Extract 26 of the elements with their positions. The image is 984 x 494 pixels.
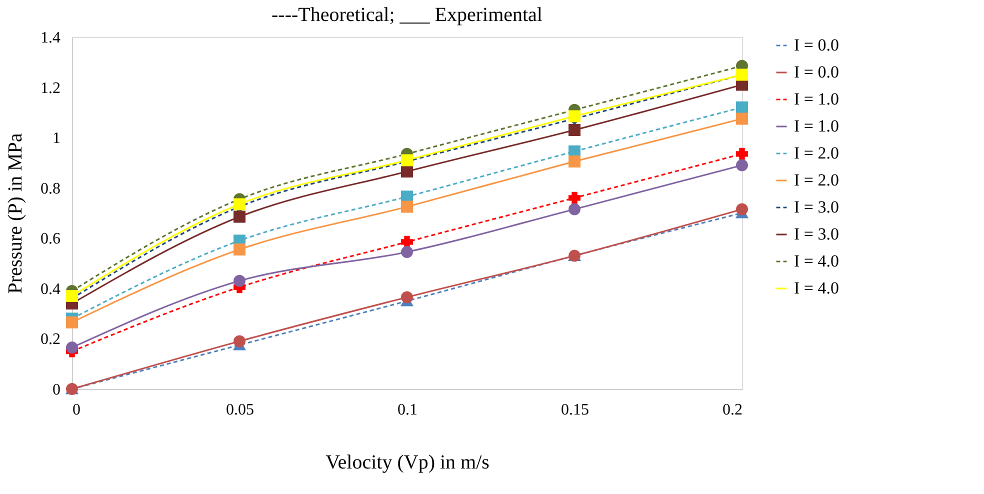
legend-label: I = 0.0 [794, 36, 839, 54]
x-axis-title: Velocity (Vp) in m/s [326, 452, 490, 474]
y-tick-label: 0.2 [40, 331, 60, 348]
legend-label: I = 2.0 [794, 144, 839, 162]
legend-label: I = 4.0 [794, 278, 839, 298]
legend-label: I = 3.0 [794, 224, 839, 244]
legend-label: I = 4.0 [794, 252, 839, 270]
x-tick-label: 0.05 [226, 402, 254, 418]
y-tick-label: 0.6 [40, 230, 60, 248]
x-tick-label: 0.1 [398, 402, 418, 418]
x-tick-label: 0.15 [561, 402, 589, 418]
chart-title: ----Theoretical; ___ Experimental [272, 4, 543, 26]
y-tick-label: 0.8 [40, 180, 60, 198]
legend-label: I = 0.0 [794, 62, 839, 82]
y-tick-label: 1 [52, 130, 60, 148]
legend-label: I = 1.0 [794, 116, 839, 136]
y-tick-label: 1.4 [40, 30, 60, 46]
legend-label: I = 3.0 [794, 198, 839, 216]
y-tick-label: 0 [52, 382, 60, 398]
x-tick-label: 0 [72, 402, 80, 418]
legend-label: I = 2.0 [794, 170, 839, 190]
y-tick-label: 0.4 [40, 280, 60, 298]
y-axis-title: Pressure (P) in MPa [4, 133, 26, 294]
legend-label: I = 1.0 [794, 90, 839, 108]
y-tick-label: 1.2 [40, 80, 60, 97]
x-tick-label: 0.2 [722, 402, 742, 418]
